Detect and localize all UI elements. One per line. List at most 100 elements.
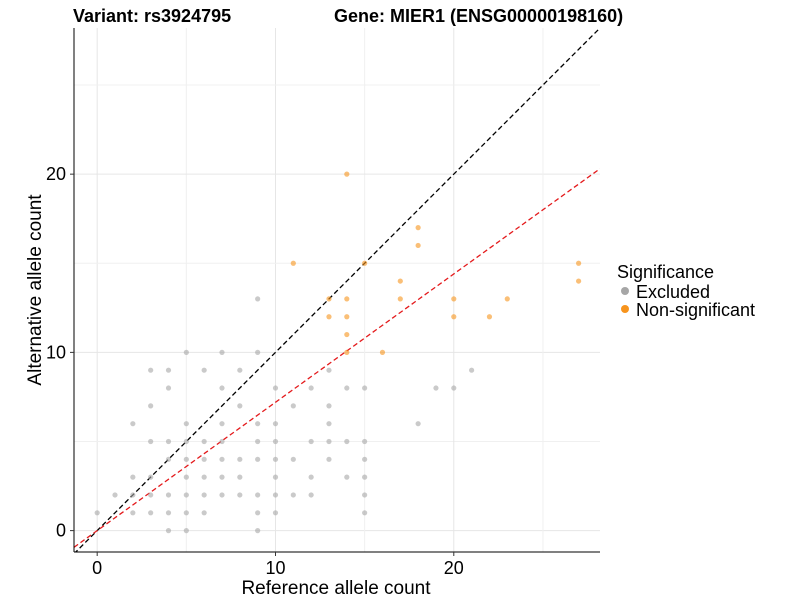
- point-excluded: [94, 510, 100, 516]
- tick-labels: 0 10 20 0 10 20: [46, 164, 464, 578]
- x-axis-title: Reference allele count: [241, 578, 431, 599]
- y-tick-label: 10: [46, 342, 66, 362]
- y-tick-label: 0: [56, 521, 66, 541]
- point-non-significant: [344, 349, 350, 355]
- point-excluded: [362, 510, 368, 516]
- point-excluded: [183, 528, 189, 534]
- point-excluded: [219, 421, 225, 427]
- point-excluded: [255, 528, 261, 534]
- point-excluded: [272, 456, 279, 462]
- point-excluded: [183, 421, 189, 427]
- point-non-significant: [344, 296, 350, 302]
- point-excluded: [130, 510, 136, 516]
- point-excluded: [362, 474, 368, 480]
- point-excluded: [344, 438, 350, 445]
- point-excluded: [272, 492, 279, 498]
- legend: Significance Excluded Non-significant: [617, 262, 755, 320]
- point-excluded: [201, 474, 207, 480]
- point-excluded: [255, 510, 261, 516]
- point-excluded: [308, 492, 314, 498]
- point-excluded: [219, 474, 225, 480]
- point-excluded: [255, 296, 261, 302]
- point-excluded: [130, 474, 136, 480]
- point-non-significant: [576, 278, 582, 284]
- point-excluded: [165, 510, 172, 516]
- point-excluded: [326, 438, 332, 445]
- point-non-significant: [576, 260, 582, 266]
- point-non-significant: [326, 296, 332, 302]
- point-excluded: [272, 421, 279, 427]
- point-excluded: [165, 528, 172, 534]
- point-excluded: [219, 385, 225, 391]
- axes: [73, 28, 600, 553]
- point-excluded: [237, 456, 243, 462]
- point-non-significant: [486, 314, 493, 320]
- point-excluded: [255, 349, 261, 355]
- data-points: [94, 171, 582, 534]
- point-excluded: [219, 492, 225, 498]
- point-excluded: [326, 367, 332, 373]
- point-non-significant: [397, 296, 403, 302]
- x-tick-label: 20: [444, 558, 464, 578]
- point-excluded: [148, 438, 154, 445]
- reference-lines: [74, 28, 600, 552]
- point-excluded: [237, 403, 243, 409]
- point-non-significant: [326, 314, 332, 320]
- point-non-significant: [379, 349, 386, 355]
- chart-title-gene: Gene: MIER1 (ENSG00000198160): [334, 6, 623, 26]
- legend-swatch-non-significant: [621, 305, 629, 313]
- point-excluded: [183, 474, 189, 480]
- point-excluded: [362, 492, 368, 498]
- x-tick-label: 10: [265, 558, 285, 578]
- grid-lines: [74, 28, 600, 552]
- point-excluded: [326, 456, 332, 462]
- point-excluded: [415, 421, 421, 427]
- legend-title: Significance: [617, 262, 714, 282]
- point-excluded: [255, 492, 261, 498]
- point-excluded: [148, 474, 154, 480]
- point-excluded: [237, 474, 243, 480]
- point-excluded: [183, 349, 189, 355]
- point-excluded: [362, 456, 368, 462]
- point-non-significant: [504, 296, 510, 302]
- chart-title-variant: Variant: rs3924795: [73, 6, 231, 26]
- legend-label-excluded: Excluded: [636, 282, 710, 302]
- y-axis-title: Alternative allele count: [25, 194, 46, 386]
- point-excluded: [148, 403, 154, 409]
- point-excluded: [272, 438, 279, 445]
- point-excluded: [237, 367, 243, 373]
- point-excluded: [290, 492, 296, 498]
- legend-label-non-significant: Non-significant: [636, 300, 755, 320]
- point-non-significant: [362, 260, 368, 266]
- point-excluded: [290, 456, 296, 462]
- point-excluded: [112, 492, 118, 498]
- point-excluded: [255, 438, 261, 445]
- point-excluded: [469, 367, 475, 373]
- point-excluded: [130, 492, 136, 498]
- point-excluded: [201, 510, 207, 516]
- point-non-significant: [397, 278, 403, 284]
- point-excluded: [362, 385, 368, 391]
- point-excluded: [148, 492, 154, 498]
- point-excluded: [201, 492, 207, 498]
- point-excluded: [219, 456, 225, 462]
- point-non-significant: [415, 242, 421, 249]
- identity-line: [74, 28, 600, 552]
- point-excluded: [130, 421, 136, 427]
- point-excluded: [255, 456, 261, 462]
- point-excluded: [326, 421, 332, 427]
- point-non-significant: [451, 296, 457, 302]
- point-excluded: [433, 385, 439, 391]
- point-excluded: [344, 385, 350, 391]
- point-excluded: [201, 438, 207, 445]
- point-excluded: [183, 510, 189, 516]
- point-excluded: [272, 474, 279, 480]
- point-excluded: [308, 474, 314, 480]
- point-excluded: [219, 349, 225, 355]
- point-non-significant: [344, 171, 350, 177]
- fit-line: [74, 168, 600, 548]
- x-tick-label: 0: [92, 558, 102, 578]
- point-excluded: [165, 456, 172, 462]
- point-excluded: [165, 367, 172, 373]
